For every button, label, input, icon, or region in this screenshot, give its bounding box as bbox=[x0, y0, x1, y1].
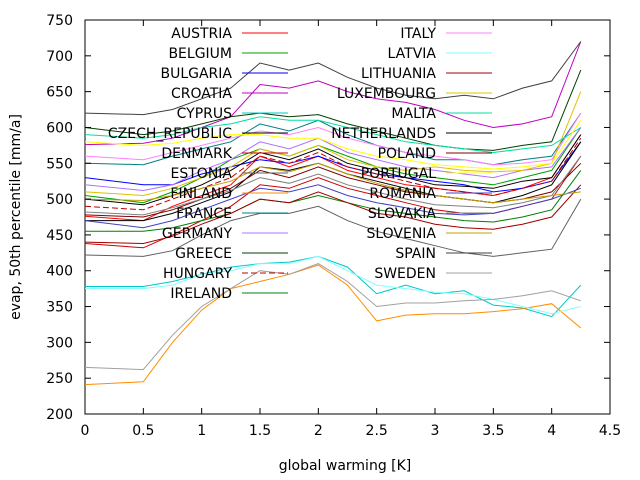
series-line-bulgaria bbox=[84, 141, 582, 193]
y-tick-label: 650 bbox=[46, 85, 73, 101]
legend-label: HUNGARY bbox=[163, 266, 233, 282]
series-line-hungary bbox=[84, 137, 582, 211]
series-line-france bbox=[84, 112, 582, 166]
x-axis: 0 0.5 1 1.5 2 2.5 3 3.5 4 4.5 bbox=[81, 20, 621, 439]
legend-label: AUSTRIA bbox=[171, 26, 232, 42]
legend-label: FRANCE bbox=[176, 206, 232, 222]
legend-label: PORTUGAL bbox=[361, 166, 436, 182]
series-line-spain bbox=[84, 41, 582, 116]
y-tick-label: 250 bbox=[46, 371, 73, 387]
legend-label: SPAIN bbox=[395, 246, 436, 262]
y-tick-label: 750 bbox=[46, 13, 73, 29]
series-line-slovakia bbox=[84, 155, 582, 216]
series-line-netherlands bbox=[84, 134, 582, 206]
legend-label: ESTONIA bbox=[171, 166, 233, 182]
x-tick-label: 2 bbox=[314, 423, 323, 439]
legend-label: MALTA bbox=[391, 106, 436, 122]
y-tick-label: 300 bbox=[46, 335, 73, 351]
series-line-belgium bbox=[84, 127, 582, 204]
legend-label: GERMANY bbox=[162, 226, 233, 242]
series-line-croatia bbox=[84, 41, 582, 146]
y-tick-label: 500 bbox=[46, 192, 73, 208]
series-line-austria bbox=[84, 134, 582, 222]
legend-label: LITHUANIA bbox=[361, 66, 436, 82]
y-tick-label: 600 bbox=[46, 120, 73, 136]
legend-label: POLAND bbox=[378, 146, 436, 162]
legend-label: NETHERLANDS bbox=[331, 126, 436, 142]
legend-label: ROMANIA bbox=[369, 186, 436, 202]
x-axis-label: global warming [K] bbox=[279, 458, 412, 474]
legend-label: LUXEMBOURG bbox=[337, 86, 436, 102]
legend-label: SWEDEN bbox=[374, 266, 436, 282]
y-axis-label: evap, 50th percentile [mm/a] bbox=[8, 114, 24, 320]
legend-label: GREECE bbox=[175, 246, 232, 262]
y-tick-label: 200 bbox=[46, 407, 73, 423]
x-tick-label: 1.5 bbox=[249, 423, 271, 439]
x-tick-label: 4 bbox=[547, 423, 556, 439]
legend-label: BULGARIA bbox=[160, 66, 232, 82]
y-axis: 200 250 300 350 400 450 500 550 600 650 700 750 bbox=[46, 13, 610, 423]
plot-area bbox=[84, 41, 582, 386]
y-tick-label: 700 bbox=[46, 49, 73, 65]
series-line-sweden bbox=[84, 263, 581, 371]
x-tick-label: 0 bbox=[81, 423, 90, 439]
legend-label: ITALY bbox=[400, 26, 436, 42]
legend-label: LATVIA bbox=[388, 46, 437, 62]
x-tick-label: 1 bbox=[197, 423, 206, 439]
series-line-malta bbox=[84, 116, 582, 154]
x-tick-label: 2.5 bbox=[366, 423, 388, 439]
series-line-estonia bbox=[84, 198, 582, 257]
legend-label: IRELAND bbox=[170, 286, 232, 302]
series-line-luxembourg bbox=[84, 91, 582, 197]
x-tick-label: 4.5 bbox=[599, 423, 621, 439]
x-tick-label: 3 bbox=[431, 423, 440, 439]
legend: AUSTRIA BELGIUM BULGARIA CROATIA CYPRUS CZECH… bbox=[108, 26, 492, 302]
y-tick-label: 350 bbox=[46, 300, 73, 316]
series-line-finland bbox=[84, 264, 582, 386]
legend-label: SLOVENIA bbox=[366, 226, 436, 242]
legend-label: CZECH_REPUBLIC bbox=[108, 126, 232, 142]
y-tick-label: 550 bbox=[46, 156, 73, 172]
series-line-romania bbox=[84, 184, 581, 229]
series-line-germany bbox=[84, 127, 582, 192]
legend-label: DENMARK bbox=[161, 146, 232, 162]
legend-label: FINLAND bbox=[170, 186, 232, 202]
legend-label: CROATIA bbox=[171, 86, 232, 102]
series-line-portugal bbox=[84, 120, 582, 170]
plot-frame bbox=[84, 19, 611, 415]
x-tick-label: 3.5 bbox=[482, 423, 504, 439]
series-line-italy bbox=[84, 112, 582, 166]
y-tick-label: 400 bbox=[46, 264, 73, 280]
x-tick-label: 0.5 bbox=[132, 423, 154, 439]
series-line-greece bbox=[84, 69, 582, 151]
series-line-slovenia bbox=[84, 162, 581, 204]
legend-label: SLOVAKIA bbox=[368, 206, 437, 222]
y-tick-label: 450 bbox=[46, 228, 73, 244]
legend-label: BELGIUM bbox=[168, 46, 232, 62]
legend-label: CYPRUS bbox=[177, 106, 232, 122]
series-line-cyprus bbox=[85, 255, 582, 318]
series-line-latvia bbox=[85, 255, 581, 315]
series-line-denmark bbox=[84, 155, 582, 249]
series-line-lithuania bbox=[84, 184, 582, 245]
